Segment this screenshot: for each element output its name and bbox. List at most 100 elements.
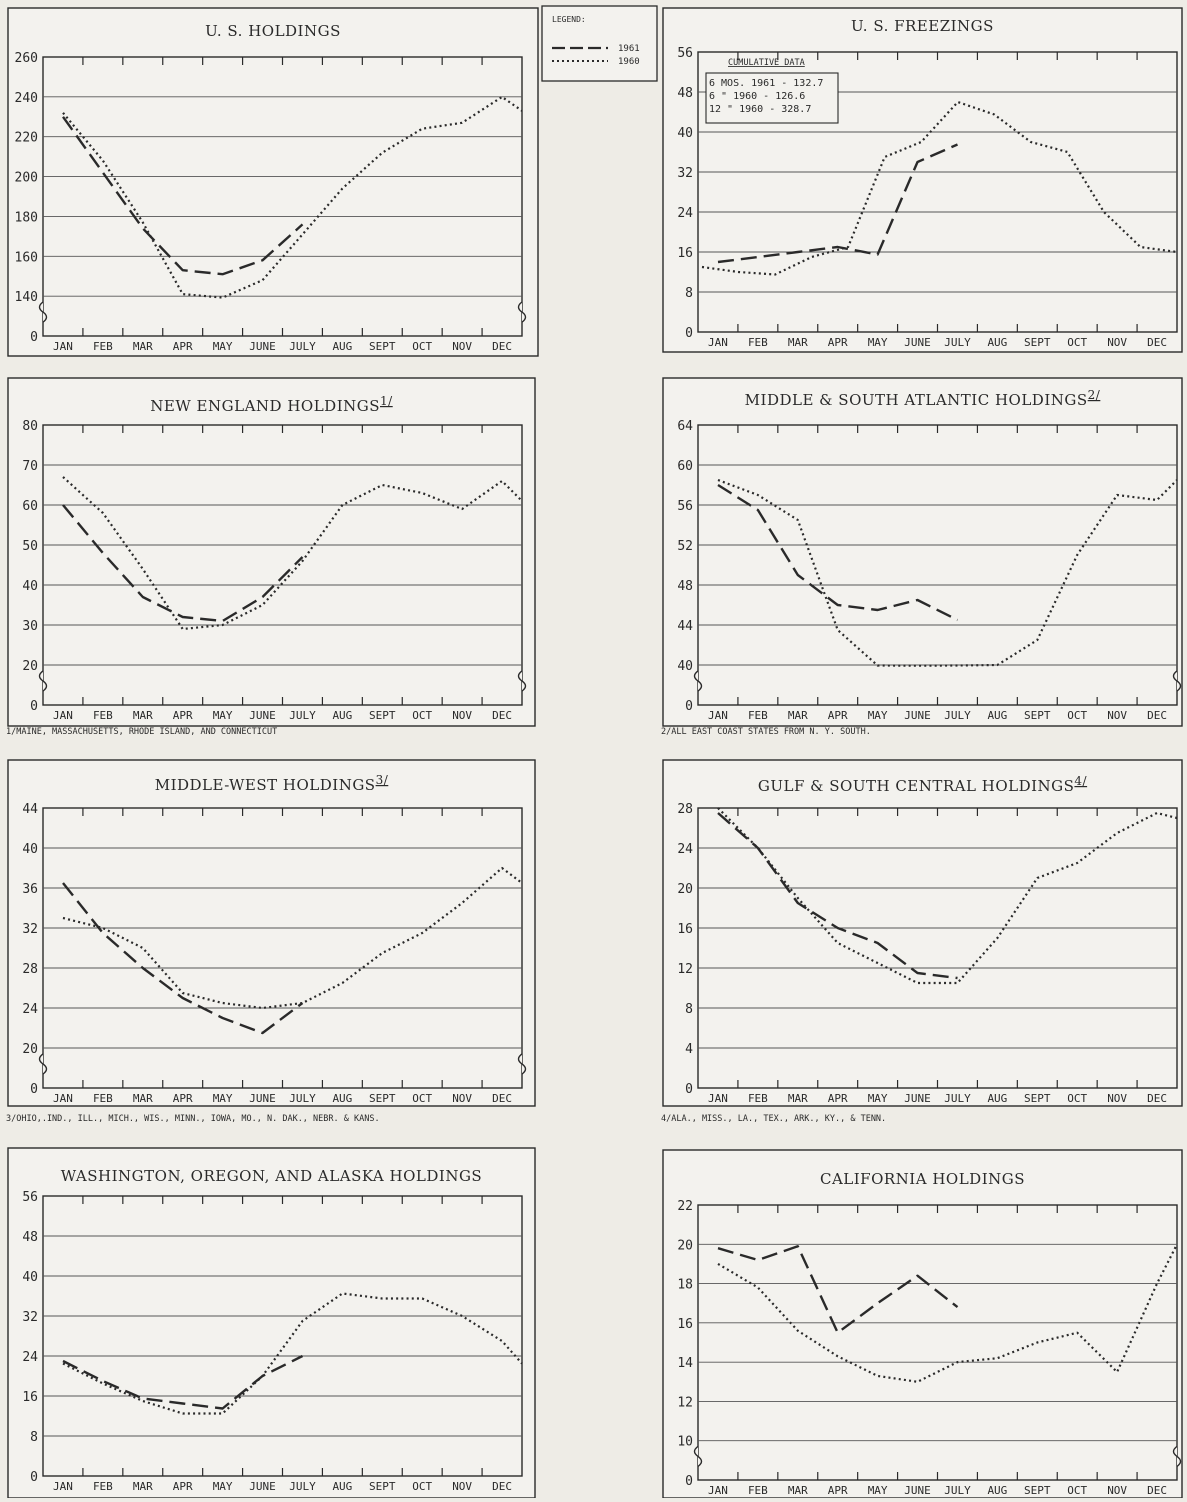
y-tick-label: 16 [677,1317,693,1332]
y-tick-label: 0 [30,1470,38,1485]
x-tick-label: AUG [332,709,352,722]
x-tick-label: NOV [1107,709,1127,722]
x-tick-label: JULY [289,1480,316,1493]
x-tick-label: DEC [492,340,512,353]
y-tick-label: 0 [685,699,693,714]
title-footnote-ref: 3/ [376,773,389,787]
y-tick-label: 80 [22,419,38,434]
x-tick-label: DEC [1147,709,1167,722]
x-tick-label: JULY [289,1092,316,1105]
chart-frame [662,377,1183,727]
x-tick-label: SEPT [369,1092,396,1105]
x-tick-label: SEPT [369,340,396,353]
y-tick-label: 18 [677,1278,693,1293]
x-tick-label: JUNE [249,340,276,353]
chart-title: CALIFORNIA HOLDINGS [820,1170,1025,1188]
x-tick-label: SEPT [1024,1484,1051,1497]
y-tick-label: 16 [677,922,693,937]
x-tick-label: MAY [868,1092,888,1105]
y-tick-label: 0 [30,330,38,345]
x-tick-label: AUG [332,1092,352,1105]
x-tick-label: JULY [944,1484,971,1497]
x-tick-label: JUNE [904,709,931,722]
chart-panel: NEW ENGLAND HOLDINGS1/0 20 30 40 50 60 70 80 JAN… [7,377,536,727]
y-tick-label: 32 [22,1310,38,1325]
y-tick-label: 10 [677,1435,693,1450]
chart-panel: GULF & SOUTH CENTRAL HOLDINGS4/0 4 8 12 16 20… [662,759,1183,1107]
chart-footnote: 2/ALL EAST COAST STATES FROM N. Y. SOUTH… [661,727,871,737]
axis-break-mark [517,301,527,323]
x-tick-label: JULY [944,1092,971,1105]
chart-title: U. S. FREEZINGS [851,17,994,35]
axis-break-mark [517,670,527,692]
chart-title: NEW ENGLAND HOLDINGS1/ [150,394,393,415]
y-tick-label: 4 [685,1042,693,1057]
y-tick-label: 8 [685,286,693,301]
y-tick-label: 64 [677,419,693,434]
y-tick-label: 0 [30,699,38,714]
chart-panel: MIDDLE-WEST HOLDINGS3/0 20 24 28 32 36 40 44 JAN… [7,759,536,1107]
x-tick-label: JUNE [904,1484,931,1497]
y-tick-label: 56 [22,1190,38,1205]
x-tick-label: JULY [944,709,971,722]
x-tick-label: JULY [944,336,971,349]
chart-frame [7,1147,536,1499]
chart-frame [662,7,1183,353]
x-tick-label: MAY [213,1092,233,1105]
y-tick-label: 32 [22,922,38,937]
x-tick-label: APR [173,1480,193,1493]
x-tick-label: FEB [748,1092,768,1105]
x-tick-label: NOV [452,1480,472,1493]
x-tick-label: OCT [412,1092,432,1105]
x-tick-label: JAN [708,336,728,349]
x-tick-label: APR [828,336,848,349]
y-tick-label: 24 [677,842,693,857]
x-tick-label: MAY [213,340,233,353]
x-tick-label: MAY [213,1480,233,1493]
x-tick-label: APR [173,340,193,353]
chart-title: WASHINGTON, OREGON, AND ALASKA HOLDINGS [61,1167,482,1185]
x-tick-label: JULY [289,340,316,353]
y-tick-label: 40 [22,579,38,594]
x-tick-label: MAR [788,709,808,722]
y-tick-label: 40 [677,659,693,674]
chart-footnote: 1/MAINE, MASSACHUSETTS, RHODE ISLAND, AN… [6,727,277,737]
x-tick-label: MAY [868,336,888,349]
x-tick-label: JUNE [904,1092,931,1105]
x-tick-label: MAY [868,1484,888,1497]
x-tick-label: APR [828,709,848,722]
x-tick-label: JUNE [904,336,931,349]
axis-break-mark [1172,670,1182,692]
series-line-1960 [717,478,1178,667]
y-tick-label: 24 [677,206,693,221]
x-tick-label: FEB [93,340,113,353]
y-tick-label: 240 [15,91,38,106]
title-footnote-ref: 1/ [380,394,393,408]
y-tick-label: 0 [685,1082,693,1097]
y-tick-label: 12 [677,1395,693,1410]
y-tick-label: 48 [677,86,693,101]
chart-footnote: 4/ALA., MISS., LA., TEX., ARK., KY., & T… [661,1114,886,1124]
chart-frame [7,7,539,357]
series-line-1960 [62,476,523,631]
x-tick-label: APR [828,1484,848,1497]
y-tick-label: 20 [677,1238,693,1253]
x-tick-label: NOV [1107,1484,1127,1497]
y-tick-label: 200 [15,171,38,186]
y-tick-label: 44 [677,619,693,634]
chart-panel: U. S. FREEZINGS 0 8 16 24 32 40 48 56 JAN FEB MAR AP… [662,7,1183,353]
x-tick-label: NOV [1107,1092,1127,1105]
chart-title: MIDDLE & SOUTH ATLANTIC HOLDINGS2/ [745,388,1101,409]
y-tick-label: 0 [685,326,693,341]
x-tick-label: OCT [1067,1484,1087,1497]
y-tick-label: 48 [22,1230,38,1245]
annotation-line: 6 " 1960 - 126.6 [709,91,805,102]
axis-break-mark [38,1053,48,1075]
y-tick-label: 60 [677,459,693,474]
y-tick-label: 22 [677,1199,693,1214]
x-tick-label: DEC [1147,1484,1167,1497]
axis-break-mark [517,1053,527,1075]
legend-label: 1961 [618,44,640,54]
x-tick-label: OCT [1067,336,1087,349]
